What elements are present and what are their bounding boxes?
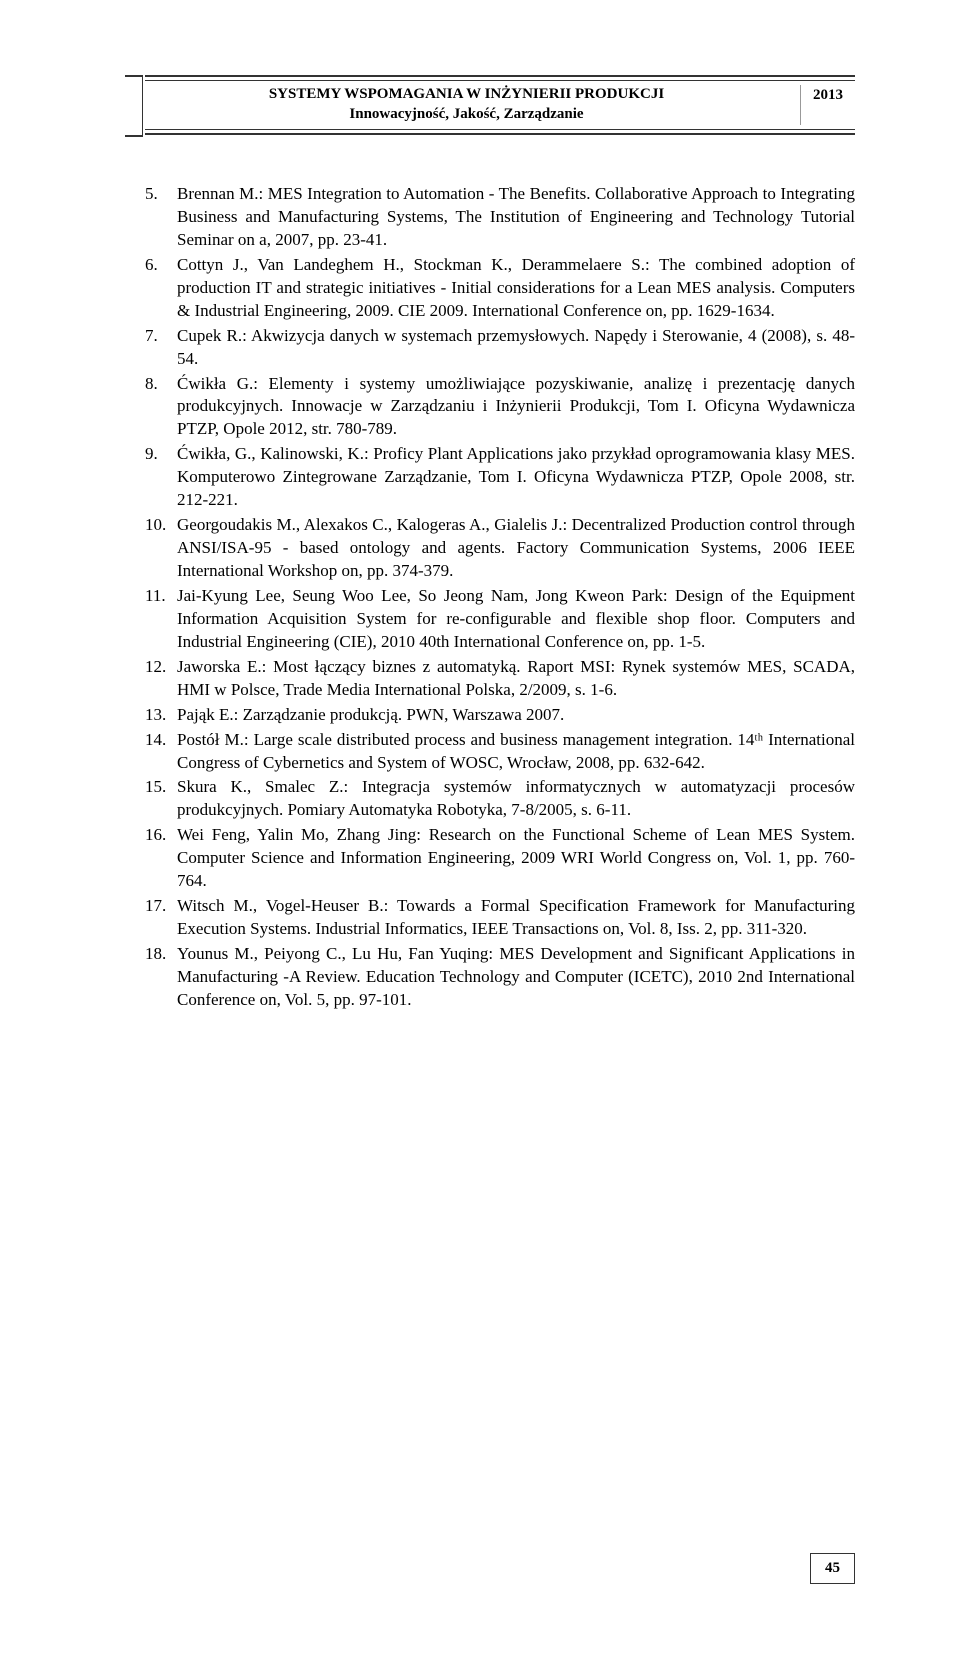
- page-header: SYSTEMY WSPOMAGANIA W INŻYNIERII PRODUKC…: [145, 75, 855, 135]
- reference-item: 6. Cottyn J., Van Landeghem H., Stockman…: [145, 254, 855, 323]
- ref-number: 11.: [145, 585, 177, 654]
- ref-text: Pająk E.: Zarządzanie produkcją. PWN, Wa…: [177, 704, 855, 727]
- ref-number: 6.: [145, 254, 177, 323]
- reference-item: 8. Ćwikła G.: Elementy i systemy umożliw…: [145, 373, 855, 442]
- page-number: 45: [810, 1553, 855, 1584]
- reference-item: 5. Brennan M.: MES Integration to Automa…: [145, 183, 855, 252]
- ref-text: Brennan M.: MES Integration to Automatio…: [177, 183, 855, 252]
- header-left-tab: [125, 75, 143, 137]
- header-bottom-thin: [145, 129, 855, 130]
- ref-number: 9.: [145, 443, 177, 512]
- reference-item: 14. Postół M.: Large scale distributed p…: [145, 729, 855, 775]
- header-content: SYSTEMY WSPOMAGANIA W INŻYNIERII PRODUKC…: [145, 80, 855, 125]
- ref-text: Ćwikła G.: Elementy i systemy umożliwiaj…: [177, 373, 855, 442]
- reference-item: 18. Younus M., Peiyong C., Lu Hu, Fan Yu…: [145, 943, 855, 1012]
- ref-number: 16.: [145, 824, 177, 893]
- reference-item: 13. Pająk E.: Zarządzanie produkcją. PWN…: [145, 704, 855, 727]
- header-bottom-thick: [145, 133, 855, 135]
- ref-text: Cottyn J., Van Landeghem H., Stockman K.…: [177, 254, 855, 323]
- header-top-line: [145, 75, 855, 77]
- reference-item: 7. Cupek R.: Akwizycja danych w systemac…: [145, 325, 855, 371]
- ref-text: Cupek R.: Akwizycja danych w systemach p…: [177, 325, 855, 371]
- ref-text: Witsch M., Vogel-Heuser B.: Towards a Fo…: [177, 895, 855, 941]
- ref-text: Younus M., Peiyong C., Lu Hu, Fan Yuqing…: [177, 943, 855, 1012]
- reference-item: 10. Georgoudakis M., Alexakos C., Kaloge…: [145, 514, 855, 583]
- ref-number: 15.: [145, 776, 177, 822]
- ref-text: Jaworska E.: Most łączący biznes z autom…: [177, 656, 855, 702]
- ref-text: Wei Feng, Yalin Mo, Zhang Jing: Research…: [177, 824, 855, 893]
- reference-item: 9. Ćwikła, G., Kalinowski, K.: Proficy P…: [145, 443, 855, 512]
- references-list: 5. Brennan M.: MES Integration to Automa…: [145, 183, 855, 1012]
- reference-item: 17. Witsch M., Vogel-Heuser B.: Towards …: [145, 895, 855, 941]
- ref-text: Skura K., Smalec Z.: Integracja systemów…: [177, 776, 855, 822]
- ref-number: 18.: [145, 943, 177, 1012]
- ref-number: 10.: [145, 514, 177, 583]
- ref-number: 13.: [145, 704, 177, 727]
- header-title-line1: SYSTEMY WSPOMAGANIA W INŻYNIERII PRODUKC…: [269, 86, 664, 102]
- ref-number: 5.: [145, 183, 177, 252]
- header-year: 2013: [800, 85, 855, 125]
- header-title-line2: Innowacyjność, Jakość, Zarządzanie: [349, 106, 583, 122]
- reference-item: 16. Wei Feng, Yalin Mo, Zhang Jing: Rese…: [145, 824, 855, 893]
- header-title: SYSTEMY WSPOMAGANIA W INŻYNIERII PRODUKC…: [145, 85, 800, 124]
- reference-item: 15. Skura K., Smalec Z.: Integracja syst…: [145, 776, 855, 822]
- reference-item: 12. Jaworska E.: Most łączący biznes z a…: [145, 656, 855, 702]
- ref-number: 14.: [145, 729, 177, 775]
- ref-number: 12.: [145, 656, 177, 702]
- ref-text: Postół M.: Large scale distributed proce…: [177, 729, 855, 775]
- ref-text: Jai-Kyung Lee, Seung Woo Lee, So Jeong N…: [177, 585, 855, 654]
- ref-text: Georgoudakis M., Alexakos C., Kalogeras …: [177, 514, 855, 583]
- ref-number: 7.: [145, 325, 177, 371]
- reference-item: 11. Jai-Kyung Lee, Seung Woo Lee, So Jeo…: [145, 585, 855, 654]
- ref-text: Ćwikła, G., Kalinowski, K.: Proficy Plan…: [177, 443, 855, 512]
- ref-number: 17.: [145, 895, 177, 941]
- ref-number: 8.: [145, 373, 177, 442]
